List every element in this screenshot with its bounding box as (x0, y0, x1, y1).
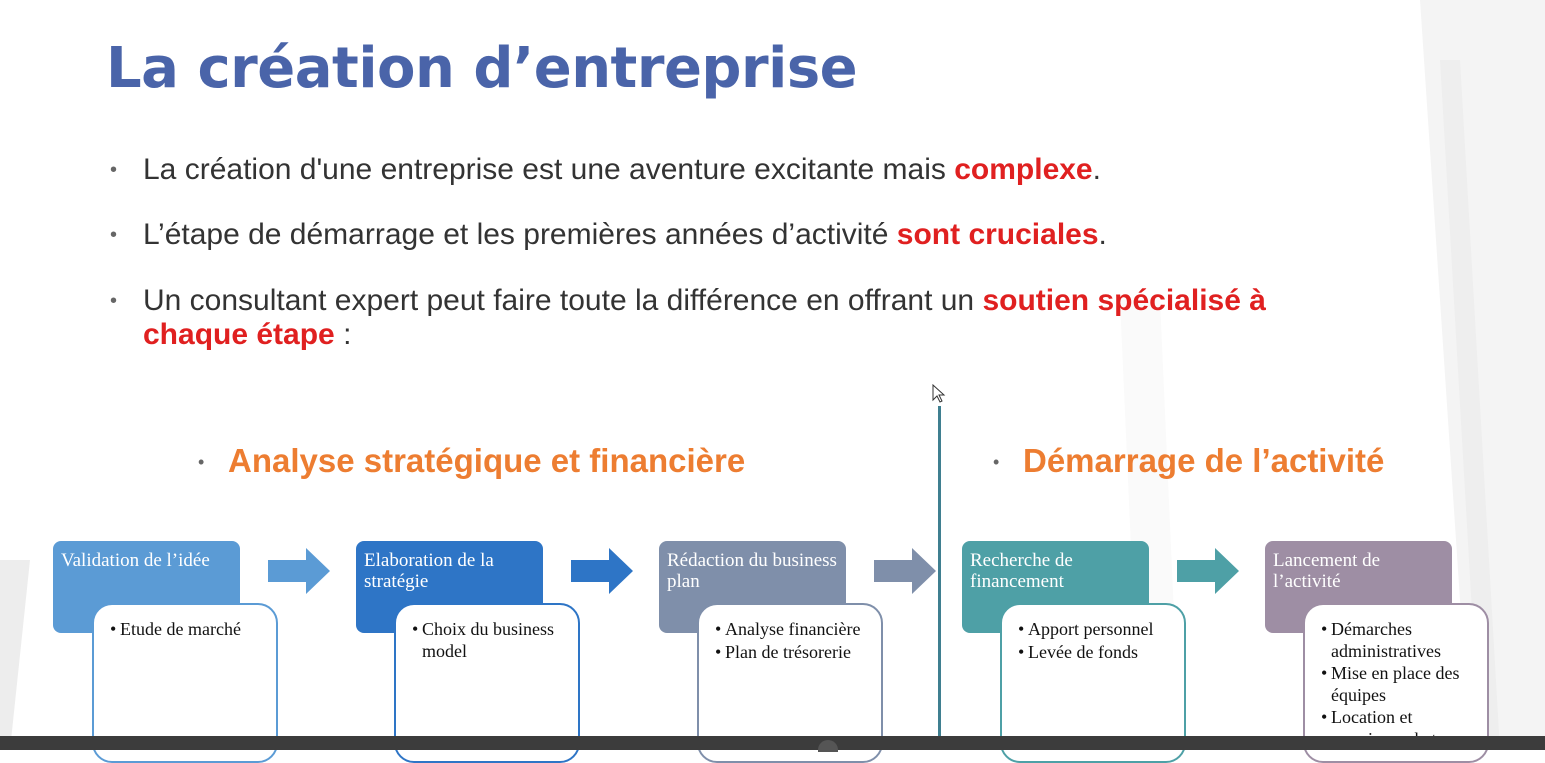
step-item-bullet: • (715, 619, 722, 639)
player-control-bar[interactable] (0, 736, 1545, 750)
scrubber-handle[interactable] (818, 740, 838, 752)
right-arrow-icon (874, 548, 936, 594)
step-item-bullet: • (1321, 707, 1328, 727)
step-item-bullet: • (110, 619, 117, 639)
step-item-text: Choix du business model (422, 619, 555, 661)
bullet-highlight: soutien spécialisé à chaque étape (143, 284, 1266, 351)
step-item: • Apport personnel (1018, 619, 1174, 641)
right-arrow-icon (571, 548, 633, 594)
bullet-dot: • (110, 290, 118, 312)
section-title-demarrage: • Démarrage de l’activité (993, 442, 1385, 480)
section-label: Démarrage de l’activité (1023, 442, 1385, 479)
bullet-dot: • (110, 159, 118, 181)
bullet-text: L’étape de démarrage et les premières an… (143, 218, 897, 251)
step-item: • Mise en place des équipes (1321, 663, 1477, 706)
step-item-text: Apport personnel (1028, 619, 1154, 639)
step-item: • Démarches administratives (1321, 619, 1477, 662)
step-item-bullet: • (1018, 619, 1025, 639)
step-item-text: Levée de fonds (1028, 641, 1138, 662)
section-label: Analyse stratégique et financière (228, 442, 746, 479)
step-item-text: Etude de marché (120, 619, 241, 639)
bullet-highlight: sont cruciales (896, 218, 1099, 251)
step-item: • Etude de marché (110, 619, 266, 641)
step-items: • Analyse financière • Plan de trésorerie (715, 619, 871, 663)
bullet-suffix: . (1092, 153, 1101, 186)
step-item: • Choix du business model (412, 619, 568, 662)
right-arrow-icon (1177, 548, 1239, 594)
bullet-suffix: . (1098, 218, 1107, 251)
bullet-suffix: : (334, 318, 352, 351)
step-item-text: Mise en place des équipes (1331, 663, 1460, 705)
bullet-dot: • (110, 224, 118, 246)
step-items: • Etude de marché (110, 619, 266, 641)
step-item: • Analyse financière (715, 619, 871, 641)
step-item-text: Plan de trésorerie (725, 641, 851, 662)
step-item-bullet: • (1018, 641, 1025, 662)
step-item-bullet: • (1321, 619, 1328, 639)
step-item-text: Démarches administratives (1331, 619, 1441, 661)
right-arrow-icon (268, 548, 330, 594)
step-item: • Plan de trésorerie (715, 642, 871, 664)
step-item-bullet: • (412, 619, 419, 639)
slide-title: La création d’entreprise (106, 36, 858, 101)
mouse-cursor-icon (932, 384, 946, 403)
section-bullet-dot: • (198, 452, 205, 472)
section-bullet-dot: • (993, 452, 1000, 472)
section-divider (938, 406, 941, 750)
bullet-highlight: complexe (954, 153, 1093, 186)
bullet-text: La création d'une entreprise est une ave… (143, 153, 955, 186)
step-item: • Levée de fonds (1018, 642, 1174, 664)
step-item-bullet: • (1321, 663, 1328, 683)
step-item-bullet: • (715, 641, 722, 662)
section-title-analyse: • Analyse stratégique et financière (198, 442, 746, 480)
step-items: • Apport personnel • Levée de fonds (1018, 619, 1174, 663)
step-items: • Démarches administratives • Mise en place… (1321, 619, 1477, 750)
step-items: • Choix du business model (412, 619, 568, 662)
step-item-text: Analyse financière (725, 619, 861, 639)
bullet-text: Un consultant expert peut faire toute la… (143, 284, 983, 317)
